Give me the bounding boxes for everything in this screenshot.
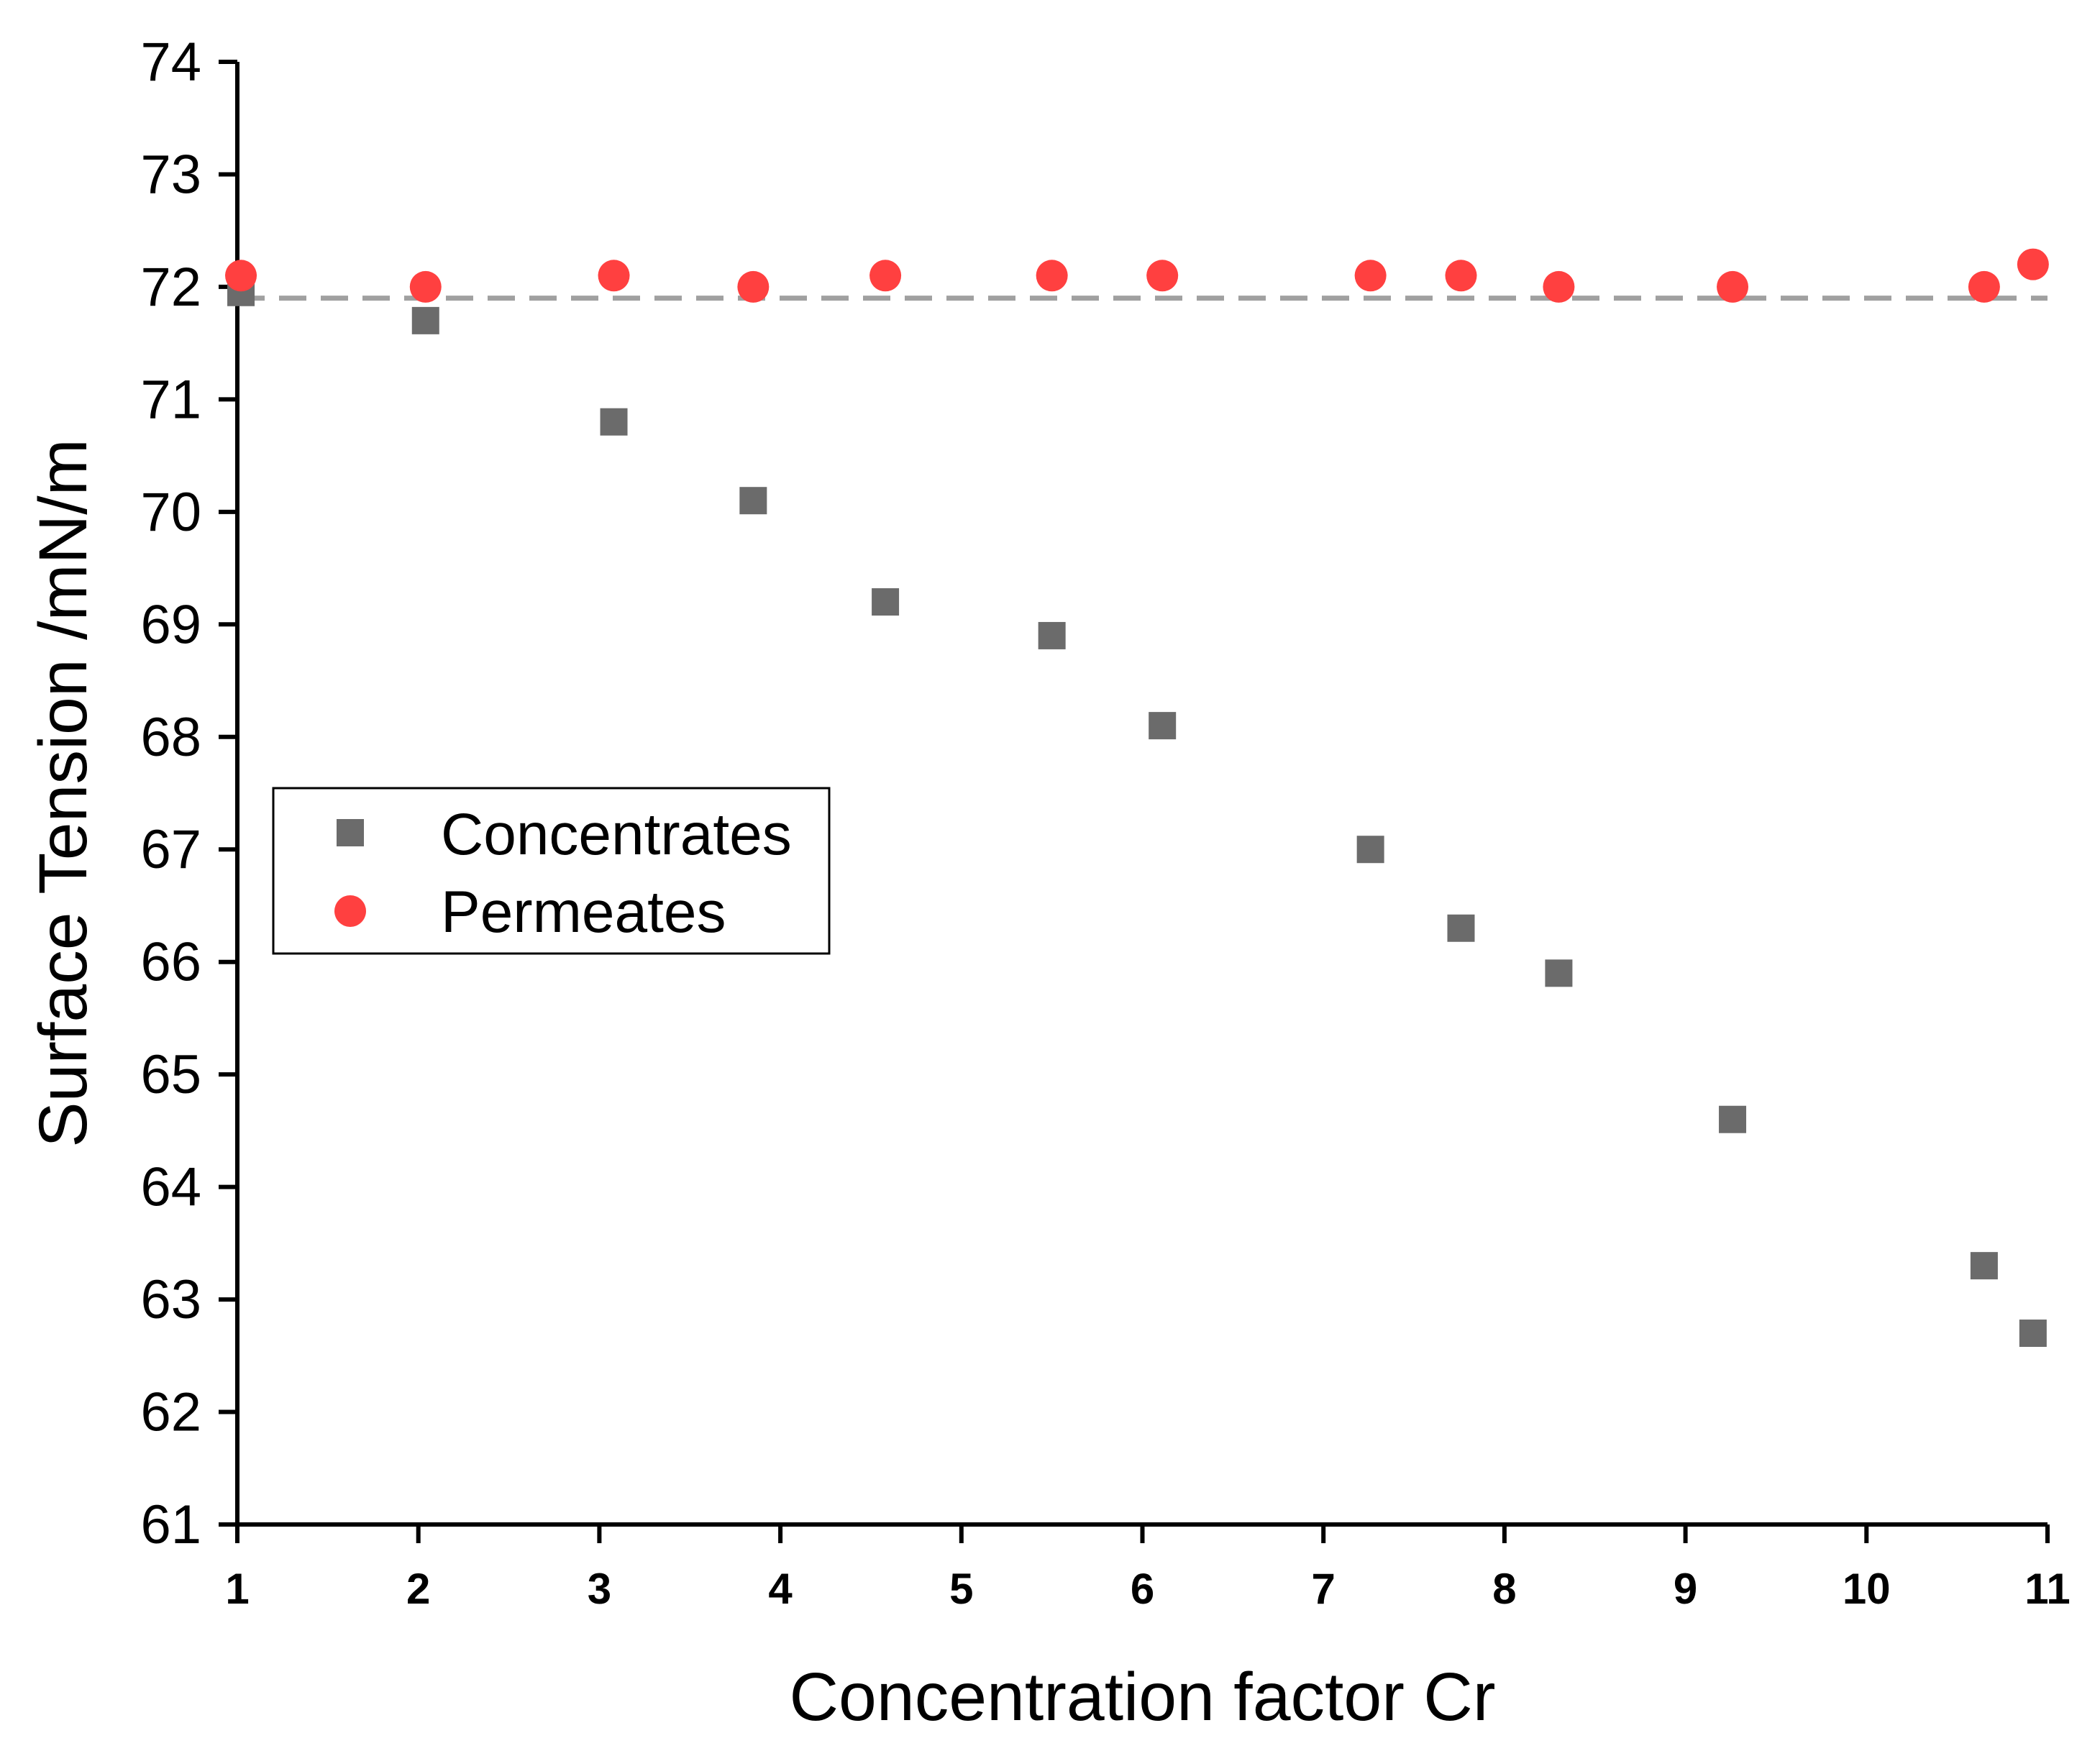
permeates-point bbox=[2017, 248, 2049, 280]
y-axis-label: Surface Tension /mN/m bbox=[25, 439, 101, 1148]
concentrates-point bbox=[600, 408, 628, 436]
y-tick-label: 61 bbox=[140, 1494, 201, 1555]
permeates-point bbox=[598, 260, 630, 292]
legend-marker-concentrates bbox=[337, 819, 364, 846]
concentrates-point bbox=[872, 588, 900, 616]
x-axis-label: Concentration factor Cr bbox=[789, 1659, 1495, 1735]
y-tick-label: 66 bbox=[140, 932, 201, 993]
y-tick-label: 70 bbox=[140, 482, 201, 543]
x-tick-label: 9 bbox=[1674, 1565, 1697, 1613]
x-tick-label: 4 bbox=[768, 1565, 793, 1613]
concentrates-point bbox=[1356, 836, 1384, 864]
concentrates-point bbox=[1970, 1252, 1998, 1280]
permeates-point bbox=[1445, 260, 1477, 292]
x-tick-label: 5 bbox=[949, 1565, 973, 1613]
legend-label-concentrates: Concentrates bbox=[441, 802, 792, 867]
legend-label-permeates: Permeates bbox=[441, 879, 726, 945]
permeates-point bbox=[737, 270, 770, 303]
x-tick-label: 1 bbox=[225, 1565, 249, 1613]
permeates-point bbox=[409, 270, 442, 303]
y-tick-label: 62 bbox=[140, 1382, 201, 1443]
y-tick-label: 71 bbox=[140, 369, 201, 430]
permeates-point bbox=[1354, 260, 1387, 292]
y-tick-label: 67 bbox=[140, 819, 201, 880]
permeates-point bbox=[869, 260, 902, 292]
x-tick-label: 10 bbox=[1843, 1565, 1891, 1613]
permeates-point bbox=[1146, 260, 1179, 292]
permeates-point bbox=[1717, 270, 1749, 303]
legend-marker-permeates bbox=[334, 895, 366, 927]
y-tick-label: 64 bbox=[140, 1157, 201, 1218]
y-tick-label: 72 bbox=[140, 257, 201, 318]
y-tick-label: 74 bbox=[140, 32, 201, 93]
y-tick-label: 73 bbox=[140, 144, 201, 205]
y-ticks: 61 62 63 64 65 66 67 68 69 70 71 72 73 74 bbox=[140, 32, 237, 1555]
y-tick-label: 65 bbox=[140, 1044, 201, 1105]
concentrates-point bbox=[739, 487, 767, 515]
x-ticks: 1 2 3 4 5 6 7 8 9 10 11 bbox=[225, 1524, 2071, 1613]
x-tick-label: 6 bbox=[1131, 1565, 1154, 1613]
concentrates-point bbox=[1149, 712, 1177, 740]
permeates-point bbox=[1543, 270, 1575, 303]
concentrates-point bbox=[1038, 621, 1066, 649]
concentrates-point bbox=[1719, 1105, 1747, 1133]
x-tick-label: 8 bbox=[1492, 1565, 1516, 1613]
y-tick-label: 68 bbox=[140, 707, 201, 768]
y-tick-label: 63 bbox=[140, 1269, 201, 1330]
x-tick-label: 7 bbox=[1312, 1565, 1336, 1613]
x-tick-label: 2 bbox=[406, 1565, 430, 1613]
y-tick-label: 69 bbox=[140, 594, 201, 655]
concentrates-point bbox=[411, 306, 439, 334]
legend: Concentrates Permeates bbox=[272, 787, 831, 955]
permeates-point bbox=[1968, 270, 2000, 303]
x-tick-label: 11 bbox=[2024, 1565, 2070, 1613]
data-points bbox=[225, 248, 2049, 1348]
concentrates-point bbox=[1545, 959, 1573, 987]
permeates-point bbox=[225, 260, 257, 292]
concentrates-point bbox=[2019, 1320, 2047, 1348]
concentrates-point bbox=[1447, 914, 1475, 942]
x-tick-label: 3 bbox=[588, 1565, 611, 1613]
permeates-point bbox=[1036, 260, 1068, 292]
legend-box bbox=[272, 787, 831, 955]
